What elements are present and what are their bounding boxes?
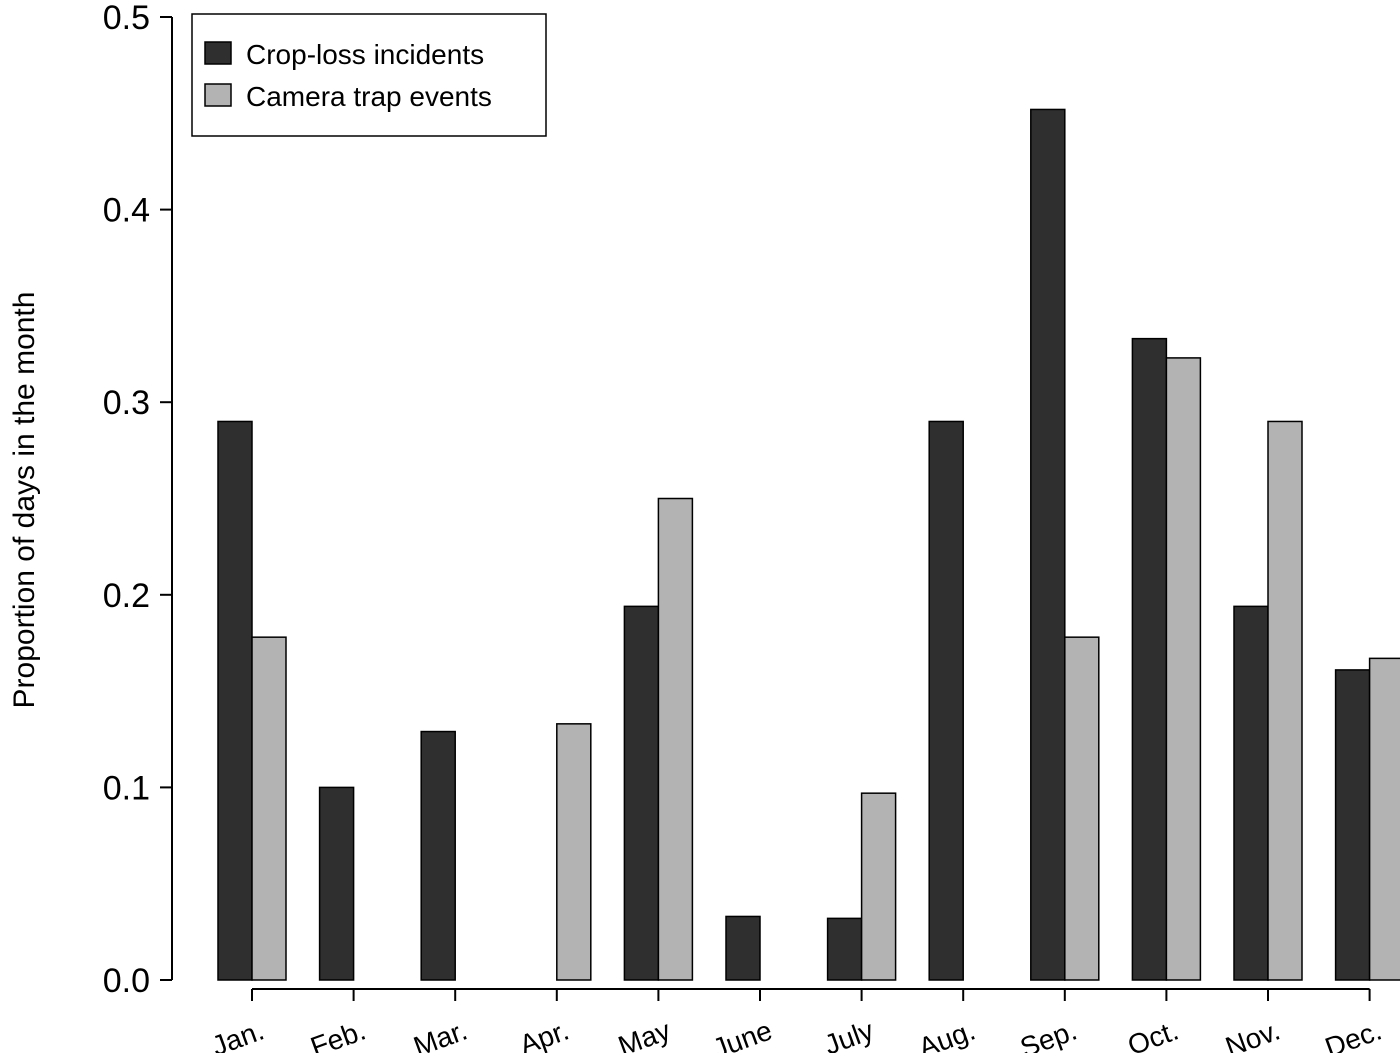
bar-camera-trap — [1064, 636, 1100, 981]
legend: Crop-loss incidents Camera trap events — [191, 13, 547, 137]
bar-crop-loss — [725, 915, 761, 981]
legend-swatch-crop-loss — [204, 41, 232, 65]
y-tick-label: 0.2 — [103, 577, 150, 615]
legend-label-camera-trap: Camera trap events — [246, 81, 492, 112]
bar-camera-trap — [1368, 657, 1400, 981]
bar-camera-trap — [1267, 420, 1303, 981]
bar-crop-loss — [1233, 605, 1269, 981]
y-tick-label: 0.5 — [103, 0, 150, 37]
y-axis: 0.0 0.1 0.2 0.3 0.4 0.5 — [103, 0, 173, 1000]
bar-crop-loss — [1334, 669, 1371, 981]
bar-crop-loss — [420, 730, 456, 981]
bar-camera-trap — [1165, 357, 1202, 981]
x-tick-label: Feb. — [306, 1015, 369, 1053]
x-tick-label: June — [708, 1015, 776, 1053]
bar-crop-loss — [928, 420, 964, 981]
bar-crop-loss — [318, 786, 355, 981]
x-tick-label: Oct. — [1124, 1015, 1183, 1053]
bars — [217, 108, 1400, 981]
x-tick-label: Dec. — [1321, 1015, 1386, 1053]
y-tick-label: 0.1 — [103, 769, 150, 807]
bar-camera-trap — [860, 792, 897, 981]
bar-camera-trap — [251, 636, 287, 981]
x-axis: Jan. Feb. Mar. Apr. May June July Aug. Sep. Oct. N… — [208, 988, 1386, 1058]
x-tick-label: Jan. — [208, 1015, 268, 1053]
x-tick-label: Mar. — [409, 1015, 471, 1053]
legend-swatch-camera-trap — [204, 83, 232, 107]
bar-crop-loss — [217, 420, 253, 981]
x-tick-label: Nov. — [1221, 1015, 1284, 1053]
bar-crop-loss — [1131, 337, 1168, 981]
x-tick-label: May — [614, 1015, 674, 1053]
bar-camera-trap — [556, 723, 592, 981]
y-tick-label: 0.3 — [103, 384, 150, 422]
legend-box — [191, 13, 547, 137]
x-tick-label: Aug. — [915, 1015, 980, 1053]
bar-crop-loss — [623, 605, 660, 981]
x-tick-label: Sep. — [1016, 1015, 1081, 1053]
y-tick-label: 0.0 — [103, 962, 150, 1000]
x-tick-label: July — [820, 1015, 877, 1053]
bar-crop-loss — [1030, 108, 1066, 981]
legend-label-crop-loss: Crop-loss incidents — [246, 39, 484, 70]
bar-crop-loss — [826, 917, 863, 981]
y-axis-label: Proportion of days in the month — [8, 292, 41, 709]
bar-camera-trap — [657, 497, 694, 981]
y-tick-label: 0.4 — [103, 192, 150, 230]
x-tick-label: Apr. — [515, 1015, 572, 1053]
